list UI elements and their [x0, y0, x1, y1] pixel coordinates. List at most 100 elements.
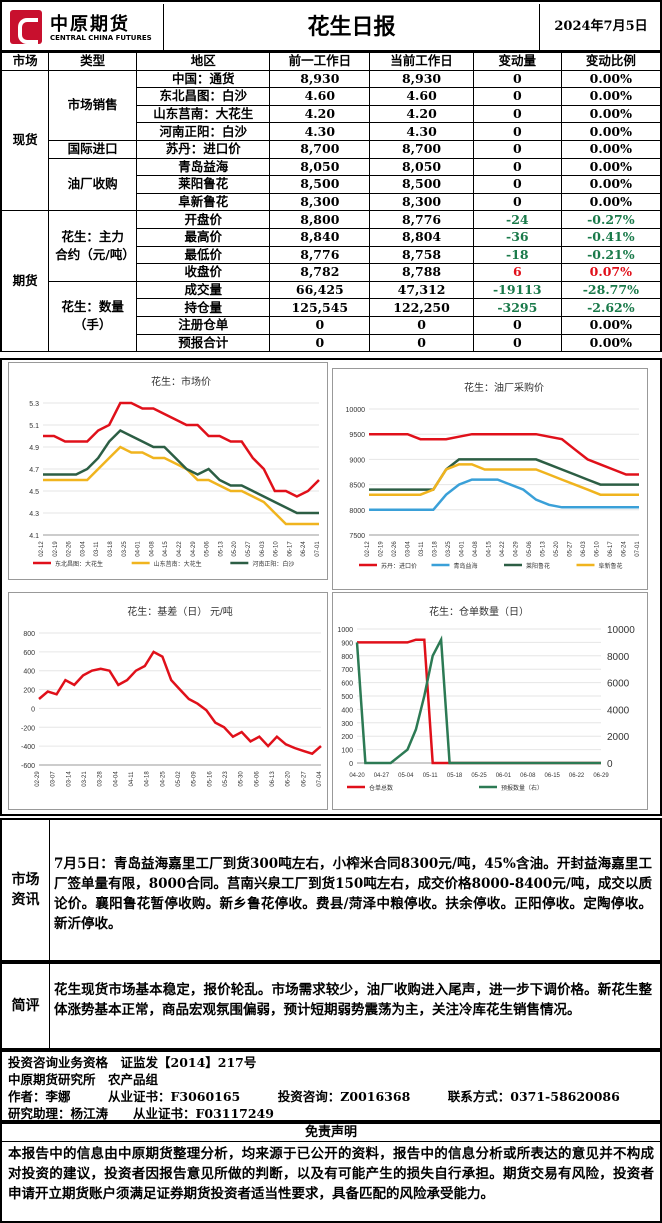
- cell-curr: 8,700: [369, 139, 474, 159]
- y-tick-label: 0: [31, 706, 35, 713]
- x-tick-label: 04-25: [160, 771, 166, 787]
- cell-ratio: 0.00%: [560, 315, 662, 335]
- cell-prev: 0: [269, 333, 371, 353]
- cell-curr: 8,758: [369, 245, 474, 265]
- legend-label: 青岛益海: [454, 562, 478, 570]
- x-tick-label: 06-24: [622, 541, 628, 557]
- series-line: [357, 638, 601, 765]
- x-tick-label: 05-09: [192, 771, 198, 787]
- cell-region: 预报合计: [136, 333, 271, 353]
- y2-tick-label: 6000: [607, 679, 630, 690]
- x-tick-label: 03-25: [446, 541, 452, 557]
- cell-curr: 4.20: [369, 104, 474, 124]
- y-tick-label: 8000: [349, 508, 365, 515]
- x-tick-label: 05-11: [423, 773, 439, 779]
- x-tick-label: 06-03: [260, 541, 266, 557]
- cell-change: -18: [472, 245, 562, 265]
- cell-change: 0: [472, 104, 562, 124]
- charts-panel: 花生：市场价 5.3 5.1 4.9 4.7 4.5 4.3 4.1 02-12 02-19 02-…: [0, 358, 662, 816]
- cell-region: 开盘价: [136, 210, 271, 229]
- cell-region: 最低价: [136, 245, 271, 265]
- x-tick-label: 04-22: [177, 541, 183, 557]
- x-tick-label: 04-22: [500, 541, 506, 557]
- chart-title: 花生：仓单数量（日）: [429, 605, 529, 618]
- y-tick-label: 7500: [349, 533, 365, 540]
- table-row: 注册仓单 0 0 0 0.00%: [1, 315, 662, 335]
- cell-prev: 125,545: [269, 298, 371, 317]
- table-row: 国际进口 苏丹：进口价 8,700 8,700 0 0.00%: [1, 139, 662, 159]
- table-row: 现货 市场销售 中国：通货 8,930 8,930 0 0.00%: [0, 69, 662, 212]
- x-tick-label: 05-27: [246, 541, 252, 557]
- cell-ratio: 0.00%: [560, 122, 662, 141]
- cell-prev: 4.30: [269, 122, 371, 141]
- table-row: 最高价 8,840 8,804 -36 -0.41%: [1, 227, 662, 247]
- x-tick-label: 06-22: [569, 773, 585, 779]
- cell-change: 0: [472, 87, 562, 106]
- y2-tick-label: 4000: [607, 705, 630, 716]
- x-tick-label: 04-15: [163, 541, 169, 557]
- footer-institute: 中原期货研究所 农产品组: [8, 1072, 159, 1087]
- x-tick-label: 05-06: [527, 541, 533, 557]
- cell-region: 收盘价: [136, 263, 271, 282]
- table-row: 预报合计 0 0 0 0.00%: [1, 333, 662, 353]
- chart-title: 花生：基差（日） 元/吨: [127, 605, 233, 618]
- cell-curr: 8,500: [369, 175, 474, 194]
- logo-mark-icon: [10, 10, 42, 44]
- market-info-text: 7月5日：青岛益海嘉里工厂到货300吨左右，小榨米合同8300元/吨，45%含油…: [54, 856, 652, 932]
- x-tick-label: 04-20: [349, 773, 365, 779]
- disclaimer-section: 免责声明 本报告中的信息由中原期货整理分析，均来源于已公开的资料，报告中的信息分…: [0, 1122, 662, 1223]
- x-tick-label: 03-25: [122, 541, 128, 557]
- cell-prev: 0: [269, 315, 371, 335]
- series-line: [43, 428, 319, 515]
- y2-tick-label: 10000: [607, 625, 635, 636]
- cell-prev: 4.60: [269, 87, 371, 106]
- disclaimer-title: 免责声明: [2, 1124, 660, 1142]
- cell-curr: 0: [369, 333, 474, 353]
- cell-change: -19113: [472, 280, 562, 300]
- y-tick-label: -600: [21, 763, 35, 770]
- y2-tick-label: 0: [607, 759, 613, 770]
- cell-change: 0: [472, 122, 562, 141]
- cell-curr: 47,312: [369, 280, 474, 300]
- footer-license: 投资咨询业务资格 证监发【2014】217号: [8, 1055, 257, 1070]
- cell-prev: 8,800: [269, 210, 371, 229]
- col-header-curr: 当前工作日: [369, 52, 474, 71]
- y-tick-label: 400: [23, 669, 35, 676]
- cell-change: 0: [472, 139, 562, 159]
- x-tick-label: 03-07: [51, 771, 57, 787]
- x-tick-label: 04-27: [374, 773, 390, 779]
- x-tick-label: 03-18: [433, 541, 439, 557]
- y-tick-label: 8500: [349, 483, 365, 490]
- x-tick-label: 02-26: [392, 541, 398, 557]
- table-row: 东北昌图：白沙 4.60 4.60 0 0.00%: [1, 87, 662, 106]
- y-tick-label: 900: [341, 640, 353, 647]
- x-tick-label: 06-17: [287, 541, 293, 557]
- cell-prev: 8,776: [269, 245, 371, 265]
- table-header-row: 市场 类型 地区 前一工作日 当前工作日 变动量 变动比例: [0, 52, 662, 71]
- y-tick-label: 300: [341, 721, 353, 728]
- x-tick-label: 05-20: [554, 541, 560, 557]
- report-date: 2024年7月5日: [554, 19, 648, 34]
- cell-region: 阜新鲁花: [136, 192, 271, 212]
- comment-text: 花生现货市场基本稳定，报价轮乱。市场需求较少，油厂收购进入尾声，进一步下调价格。…: [54, 982, 652, 1018]
- col-header-change: 变动量: [472, 52, 562, 71]
- x-tick-label: 02-19: [379, 541, 385, 557]
- series-line: [369, 432, 639, 476]
- x-tick-label: 06-27: [301, 771, 307, 787]
- cell-ratio: 0.00%: [560, 69, 662, 89]
- col-header-region: 地区: [136, 52, 271, 71]
- legend-label: 河南正阳：白沙: [252, 560, 294, 568]
- y-tick-label: 800: [23, 631, 35, 638]
- y-tick-label: 10000: [346, 407, 366, 414]
- legend-label: 山东莒南：大花生: [154, 560, 202, 568]
- y-tick-label: 5.1: [29, 423, 39, 430]
- cell-prev: 8,300: [269, 192, 371, 212]
- cell-change: 0: [472, 315, 562, 335]
- footer-assistant: 研究助理：杨江涛 从业证书：F03117249: [8, 1106, 274, 1121]
- group-futures: 期货: [0, 210, 50, 353]
- x-tick-label: 05-06: [205, 541, 211, 557]
- cell-region: 成交量: [136, 280, 271, 300]
- cell-prev: 8,700: [269, 139, 371, 159]
- cell-change: -36: [472, 227, 562, 247]
